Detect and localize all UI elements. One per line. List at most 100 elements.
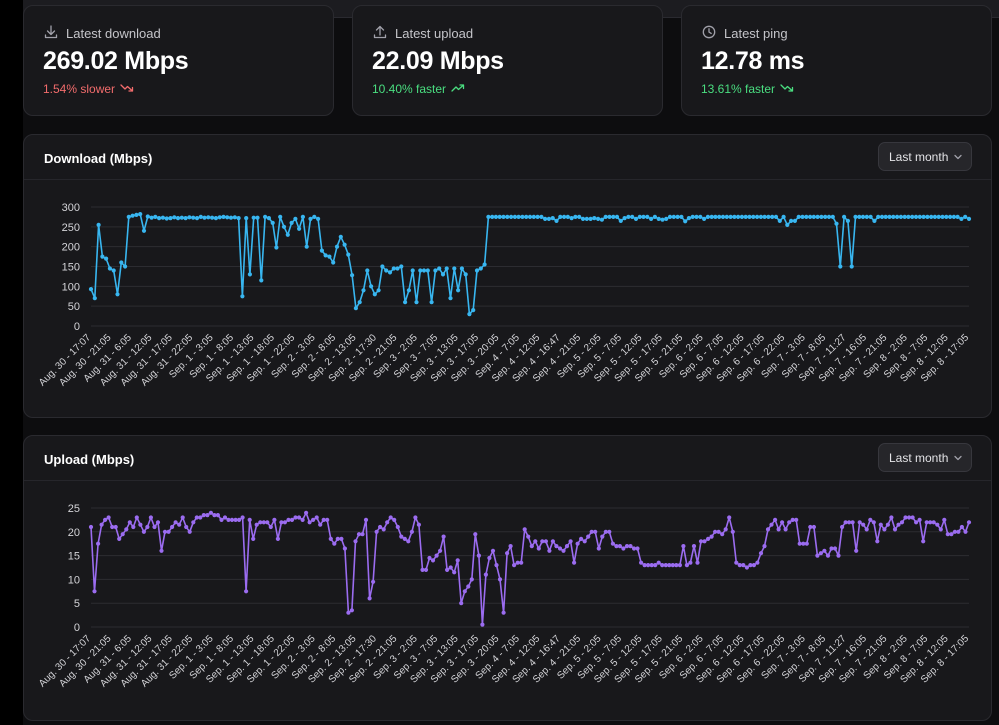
data-point xyxy=(236,216,241,221)
data-point xyxy=(194,515,199,520)
data-point xyxy=(921,214,926,219)
data-point xyxy=(471,308,476,313)
data-point xyxy=(219,517,224,522)
data-point xyxy=(845,218,851,223)
data-point xyxy=(936,214,941,219)
data-point xyxy=(289,517,295,522)
data-point xyxy=(391,266,396,271)
data-point xyxy=(240,515,245,520)
data-point xyxy=(438,548,443,553)
data-point xyxy=(826,214,832,219)
data-point xyxy=(823,214,828,219)
data-point xyxy=(421,268,427,273)
data-point xyxy=(815,553,820,558)
data-point xyxy=(797,541,802,546)
data-point xyxy=(683,219,688,224)
data-point xyxy=(550,539,556,544)
data-point xyxy=(853,214,858,219)
data-point xyxy=(265,520,270,525)
data-point xyxy=(372,292,377,297)
data-point xyxy=(925,214,930,219)
range-select[interactable]: Last month xyxy=(878,443,972,472)
data-point xyxy=(747,214,752,219)
data-point xyxy=(875,539,880,544)
data-point xyxy=(191,215,196,220)
data-point xyxy=(694,214,699,219)
data-point xyxy=(210,215,215,220)
data-point xyxy=(448,565,453,570)
data-point xyxy=(789,218,794,223)
data-point xyxy=(842,214,847,219)
data-point xyxy=(388,515,393,520)
upload-icon xyxy=(373,25,387,42)
data-point xyxy=(316,216,321,221)
data-point xyxy=(698,539,704,544)
data-point xyxy=(410,268,415,273)
data-point xyxy=(138,522,143,527)
data-point xyxy=(217,215,222,220)
data-point xyxy=(293,515,298,520)
y-tick-label: 150 xyxy=(62,262,80,274)
data-point xyxy=(949,532,954,537)
data-point xyxy=(883,214,888,219)
data-point xyxy=(526,534,531,539)
data-point xyxy=(413,515,418,520)
data-point xyxy=(777,218,782,223)
data-point xyxy=(175,216,181,221)
data-point xyxy=(948,214,953,219)
y-tick-label: 10 xyxy=(68,574,80,586)
data-point xyxy=(483,572,488,577)
data-point xyxy=(88,287,94,292)
data-point xyxy=(505,551,510,556)
data-point xyxy=(119,260,124,265)
latest-upload-card: Latest upload 22.09 Mbps 10.40% faster xyxy=(352,5,663,116)
data-point xyxy=(381,527,386,532)
data-point xyxy=(966,520,972,525)
data-point xyxy=(550,216,555,221)
data-point xyxy=(940,214,945,219)
data-point xyxy=(482,262,487,267)
data-point xyxy=(332,541,337,546)
data-point xyxy=(522,527,527,532)
data-point xyxy=(796,214,801,219)
data-point xyxy=(808,524,813,530)
data-point xyxy=(266,216,271,221)
data-point xyxy=(261,520,266,525)
data-point xyxy=(111,268,116,273)
data-point xyxy=(928,520,933,525)
data-point xyxy=(229,517,235,522)
data-point xyxy=(159,548,164,553)
data-point xyxy=(331,260,336,265)
data-point xyxy=(737,563,742,568)
data-point xyxy=(371,579,376,584)
data-point xyxy=(172,215,177,220)
trending-down-icon xyxy=(780,82,794,96)
data-point xyxy=(557,546,563,551)
data-point xyxy=(577,214,582,219)
data-point xyxy=(889,515,894,520)
data-point xyxy=(705,214,711,219)
data-point xyxy=(868,517,873,522)
data-point xyxy=(765,527,771,532)
data-point xyxy=(392,517,397,522)
data-point xyxy=(599,217,605,222)
trending-down-icon xyxy=(120,82,134,96)
data-point xyxy=(486,214,491,219)
data-point xyxy=(857,214,862,219)
data-point xyxy=(327,254,332,259)
data-point xyxy=(603,529,608,534)
data-point xyxy=(847,520,852,525)
data-point xyxy=(380,264,385,269)
data-point xyxy=(840,524,845,530)
data-point xyxy=(688,560,693,565)
data-point xyxy=(843,520,848,525)
data-point xyxy=(378,524,383,530)
data-point xyxy=(385,520,390,525)
data-point xyxy=(720,532,725,537)
data-point xyxy=(773,214,779,219)
data-point xyxy=(744,565,750,570)
data-point xyxy=(572,560,577,565)
data-point xyxy=(531,214,536,219)
range-select[interactable]: Last month xyxy=(878,142,972,171)
data-point xyxy=(334,244,340,249)
